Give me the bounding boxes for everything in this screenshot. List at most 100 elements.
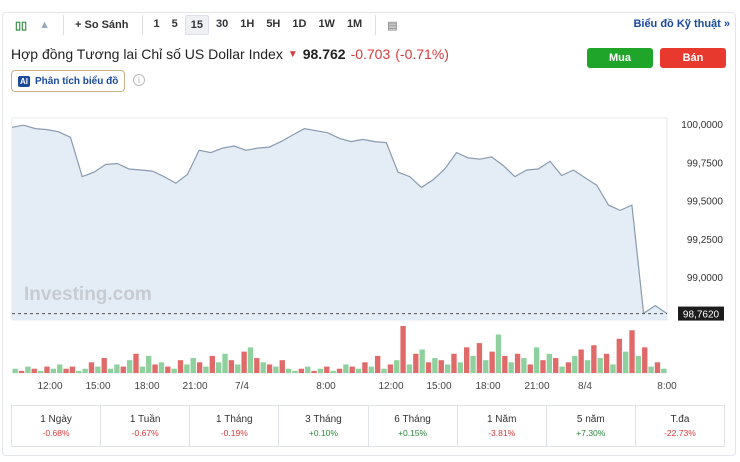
volume-bar (368, 366, 374, 373)
compare-button[interactable]: + So Sánh (70, 16, 134, 34)
technical-chart-link[interactable]: Biểu đồ Kỹ thuật » (633, 18, 730, 30)
volume-bar (495, 334, 502, 373)
volume-bar (553, 358, 559, 373)
x-tick-label: 18:00 (134, 381, 159, 392)
watermark: Investing.com (24, 284, 152, 305)
volume-bar (572, 355, 578, 373)
volume-bar (95, 366, 101, 373)
table-icon[interactable]: ▤ (387, 19, 398, 32)
performance-cell[interactable]: 1 Ngày -0.68% (12, 406, 102, 446)
volume-bar (25, 366, 31, 373)
volume-bar (374, 355, 381, 373)
volume-bar (235, 364, 241, 373)
volume-bar (12, 368, 18, 373)
compare-label: So Sánh (84, 19, 129, 31)
volume-bar (597, 358, 603, 373)
last-price-badge (678, 306, 724, 321)
volume-bar (120, 366, 126, 373)
period-change: +0.15% (398, 428, 428, 438)
volume-bar (603, 353, 610, 373)
volume-bar (69, 366, 76, 373)
volume-bar (438, 360, 444, 373)
performance-cell[interactable]: 1 Năm -3.81% (458, 406, 547, 446)
volume-bar (616, 338, 622, 373)
performance-cell[interactable]: 6 Tháng +0.15% (369, 406, 458, 446)
performance-cell[interactable]: 3 Tháng +0.10% (279, 406, 369, 446)
interval-1H[interactable]: 1H (240, 18, 255, 30)
info-icon[interactable]: i (133, 74, 145, 86)
ai-analysis-label: Phân tích biểu đồ (35, 75, 119, 87)
chart-toolbar: ▯▯ ▲ + So Sánh 1 5 15 30 1H 5H 1D 1W 1M ▤ (10, 14, 405, 36)
volume-bar (343, 364, 349, 373)
volume-bar (527, 364, 533, 373)
interval-30[interactable]: 30 (216, 18, 229, 30)
volume-bar (533, 347, 540, 373)
volume-bar (44, 366, 50, 373)
volume-bar (298, 368, 305, 373)
period-change: -22.73% (664, 428, 696, 438)
volume-bar (610, 364, 616, 373)
performance-cell[interactable]: 5 năm +7.30% (547, 406, 636, 446)
volume-bar (171, 368, 177, 373)
volume-bar (76, 370, 82, 373)
performance-cell[interactable]: 1 Tuần -0.67% (101, 406, 191, 446)
volume-bar (228, 360, 235, 373)
volume-bar (57, 364, 63, 373)
period-label: 3 Tháng (305, 414, 342, 425)
interval-5H[interactable]: 5H (266, 18, 281, 30)
period-change: -0.68% (42, 428, 70, 438)
candlestick-icon[interactable]: ▯▯ (15, 19, 28, 32)
performance-cell[interactable]: 1 Tháng -0.19% (190, 406, 280, 446)
volume-bar (82, 368, 88, 373)
interval-1[interactable]: 1 (153, 18, 160, 30)
period-label: 1 Tháng (216, 414, 253, 425)
performance-cell[interactable]: T.đa -22.73% (636, 406, 724, 446)
y-tick-label: 100,0000 (681, 120, 723, 131)
volume-bar (330, 370, 336, 373)
interval-1W[interactable]: 1W (318, 18, 335, 30)
x-tick-label: 15:00 (426, 381, 451, 392)
interval-1D[interactable]: 1D (292, 18, 307, 30)
volume-bar (584, 360, 591, 373)
volume-bar (273, 366, 279, 373)
volume-bar (406, 364, 413, 373)
y-tick-label: 99,5000 (687, 197, 724, 208)
buy-button[interactable]: Mua (587, 48, 653, 68)
volume-bar (381, 368, 387, 373)
volume-bar (451, 353, 457, 373)
volume-bar (476, 343, 483, 373)
price-line (11, 124, 668, 315)
interval-1M[interactable]: 1M (346, 18, 363, 30)
ai-analysis-button[interactable]: AI Phân tích biểu đồ (11, 70, 126, 92)
volume-bar (305, 366, 311, 373)
volume-bar (336, 368, 343, 373)
volume-bar (152, 364, 158, 373)
period-change: -0.67% (131, 428, 159, 438)
volume-bar (241, 351, 247, 373)
interval-15[interactable]: 15 (184, 15, 209, 35)
arrow-down-icon: ▼ (287, 48, 298, 60)
period-label: T.đa (670, 414, 690, 425)
volume-bar (444, 364, 451, 373)
price-chart[interactable]: Investing.com 100,0000 99,7500 99,5000 99,25… (0, 0, 740, 400)
volume-bar (521, 358, 527, 373)
x-tick-label: 21:00 (524, 381, 549, 392)
x-tick-label: 18:00 (475, 381, 500, 392)
volume-bar (209, 355, 215, 373)
interval-5[interactable]: 5 (171, 18, 178, 30)
sell-button[interactable]: Bán (660, 48, 726, 68)
ai-icon: AI (18, 75, 30, 87)
volume-bar (50, 368, 57, 373)
last-price-label: 98,7620 (683, 310, 720, 321)
period-change: -3.81% (488, 428, 516, 438)
volume-bar (158, 362, 165, 373)
volume-bar (349, 366, 355, 373)
volume-bar (540, 360, 546, 373)
volume-bar (642, 347, 648, 373)
volume-bar (292, 370, 298, 373)
volume-bar (413, 353, 419, 373)
volume-bar (591, 345, 597, 373)
divider (375, 15, 377, 35)
area-chart-icon[interactable]: ▲ (39, 19, 50, 31)
volume-bar (139, 366, 146, 373)
